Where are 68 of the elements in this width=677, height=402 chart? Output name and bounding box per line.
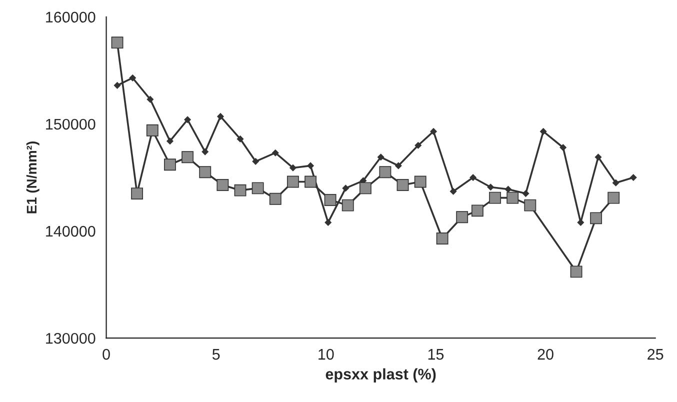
point: [577, 219, 584, 226]
point: [456, 211, 468, 224]
x-tick-label: 10: [318, 348, 334, 360]
x-tick-label: 5: [212, 349, 220, 360]
point: [131, 188, 144, 200]
point: [630, 174, 637, 181]
point: [430, 128, 437, 135]
point: [594, 154, 602, 161]
point: [252, 158, 259, 165]
x-tick-label: 0: [102, 348, 110, 360]
point: [290, 164, 296, 172]
point: [377, 154, 384, 161]
point: [324, 194, 336, 206]
y-tick-label: 160000: [46, 12, 96, 23]
point: [359, 182, 372, 194]
point: [234, 184, 246, 196]
y-tick-label: 150000: [46, 118, 96, 130]
point: [184, 116, 191, 124]
point: [612, 179, 620, 186]
point: [129, 74, 136, 82]
point: [489, 192, 501, 204]
point: [146, 124, 158, 136]
y-axis-title: E1 (N/mm²): [26, 142, 40, 214]
point: [342, 184, 350, 192]
point: [608, 192, 620, 204]
point: [217, 113, 224, 120]
point: [236, 136, 244, 142]
point: [395, 162, 402, 170]
point: [504, 186, 512, 193]
point: [286, 176, 299, 188]
point: [396, 179, 409, 191]
point: [560, 144, 566, 151]
point: [304, 176, 317, 188]
point: [436, 232, 448, 244]
x-tick-label: 25: [648, 348, 664, 360]
point: [269, 192, 282, 205]
point: [524, 199, 536, 212]
point: [272, 149, 279, 156]
x-axis-title: epsxx plast (%): [326, 368, 436, 383]
point: [216, 179, 229, 191]
point: [487, 184, 494, 190]
point: [379, 166, 392, 178]
point: [114, 82, 121, 89]
point: [252, 182, 264, 194]
point: [470, 174, 476, 181]
point: [307, 162, 314, 170]
point: [590, 212, 602, 224]
point: [414, 142, 422, 149]
point: [199, 166, 212, 178]
point: [414, 176, 426, 188]
point: [450, 188, 457, 195]
point: [324, 219, 332, 226]
point: [540, 128, 547, 135]
point: [570, 266, 582, 278]
point: [111, 36, 124, 49]
point: [164, 158, 176, 171]
point: [471, 204, 484, 217]
point: [506, 192, 519, 204]
point: [146, 96, 154, 103]
point: [182, 151, 194, 164]
y-tick-label: 130000: [46, 332, 96, 344]
point: [342, 199, 354, 212]
point: [166, 138, 174, 144]
point: [202, 148, 208, 156]
point: [522, 190, 530, 197]
y-tick-label: 140000: [46, 226, 96, 237]
x-tick-label: 15: [428, 349, 444, 360]
x-tick-label: 20: [538, 348, 554, 360]
